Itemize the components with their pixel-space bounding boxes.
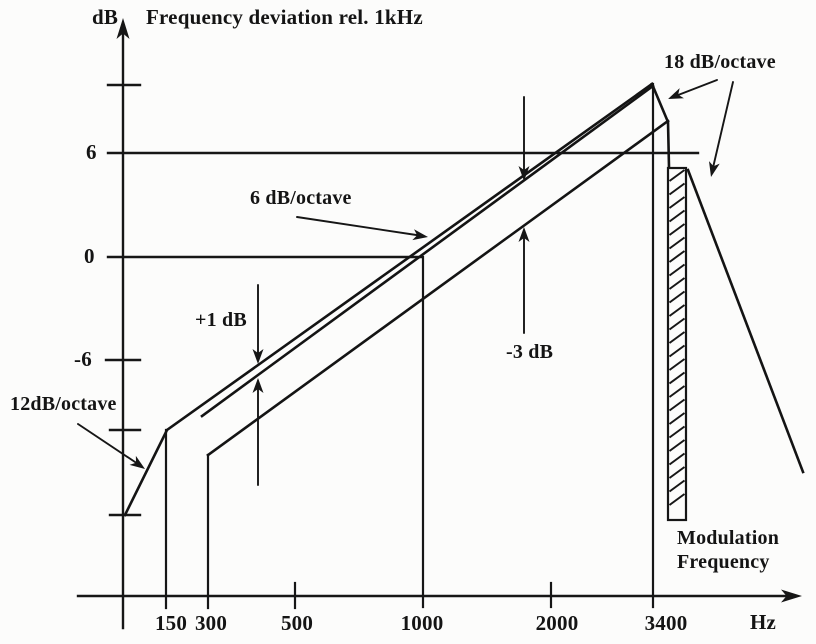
- x-tick-label-3400: 3400: [644, 611, 688, 635]
- y-tick-label-zero: 0: [84, 244, 95, 268]
- arrow-12db-shaft: [77, 423, 142, 467]
- arrow-6db-head-icon: [412, 229, 428, 241]
- axis-arrowheads: [116, 18, 802, 603]
- nominal-curve: [200, 84, 655, 418]
- annotation-6db-octave: 6 dB/octave: [250, 187, 352, 209]
- y-axis-arrow-icon: [116, 18, 130, 39]
- y-axis-unit-label: dB: [92, 5, 119, 29]
- figure-title: Frequency deviation rel. 1kHz: [146, 5, 423, 29]
- x-ticks: [164, 82, 655, 610]
- x-axis-arrow-icon: [781, 589, 802, 603]
- y-ticks: [104, 83, 700, 517]
- tol-upper-down-head-icon: [252, 349, 264, 364]
- tol-lower-up-head-icon: [518, 227, 530, 242]
- arrow-6db-shaft: [296, 216, 424, 237]
- x-axis-name-line1: Modulation: [677, 527, 780, 549]
- arrow-12db-head-icon: [129, 455, 145, 469]
- x-tick-label-300: 300: [194, 611, 228, 635]
- annotation-arrows: [77, 79, 734, 486]
- annotation-18db-octave: 18 dB/octave: [664, 51, 776, 73]
- y-tick-label-minus6: -6: [74, 347, 92, 371]
- tol-lower-down-head-icon: [518, 166, 530, 181]
- lower-limit-curve: [206, 119, 670, 457]
- tol-upper-up-head-icon: [252, 378, 264, 393]
- hatch-pattern: [668, 169, 686, 506]
- upper-limit-curve: [123, 82, 654, 517]
- annotation-minus3db: -3 dB: [506, 341, 554, 363]
- x-axis-name-line2: Frequency: [677, 551, 770, 573]
- axes: [76, 24, 794, 630]
- arrow-18db-b-head-icon: [709, 161, 720, 177]
- y-tick-label-plus6: 6: [86, 140, 97, 164]
- x-tick-label-150: 150: [154, 611, 188, 635]
- arrow-18db-a-shaft: [672, 79, 718, 98]
- x-axis-unit-label: Hz: [750, 610, 777, 634]
- x-tick-label-500: 500: [280, 611, 314, 635]
- x-tick-label-1000: 1000: [400, 611, 444, 635]
- response-curves: [123, 82, 805, 517]
- annotation-12db-octave: 12dB/octave: [10, 393, 117, 415]
- annotation-arrowheads: [129, 88, 720, 469]
- arrow-18db-b-shaft: [711, 81, 734, 173]
- x-tick-label-2000: 2000: [535, 611, 579, 635]
- hatched-stopband-bar: [666, 166, 688, 522]
- rolloff-limit-line: [686, 168, 805, 474]
- annotation-plus1db: +1 dB: [195, 309, 247, 331]
- arrow-18db-a-head-icon: [668, 88, 684, 99]
